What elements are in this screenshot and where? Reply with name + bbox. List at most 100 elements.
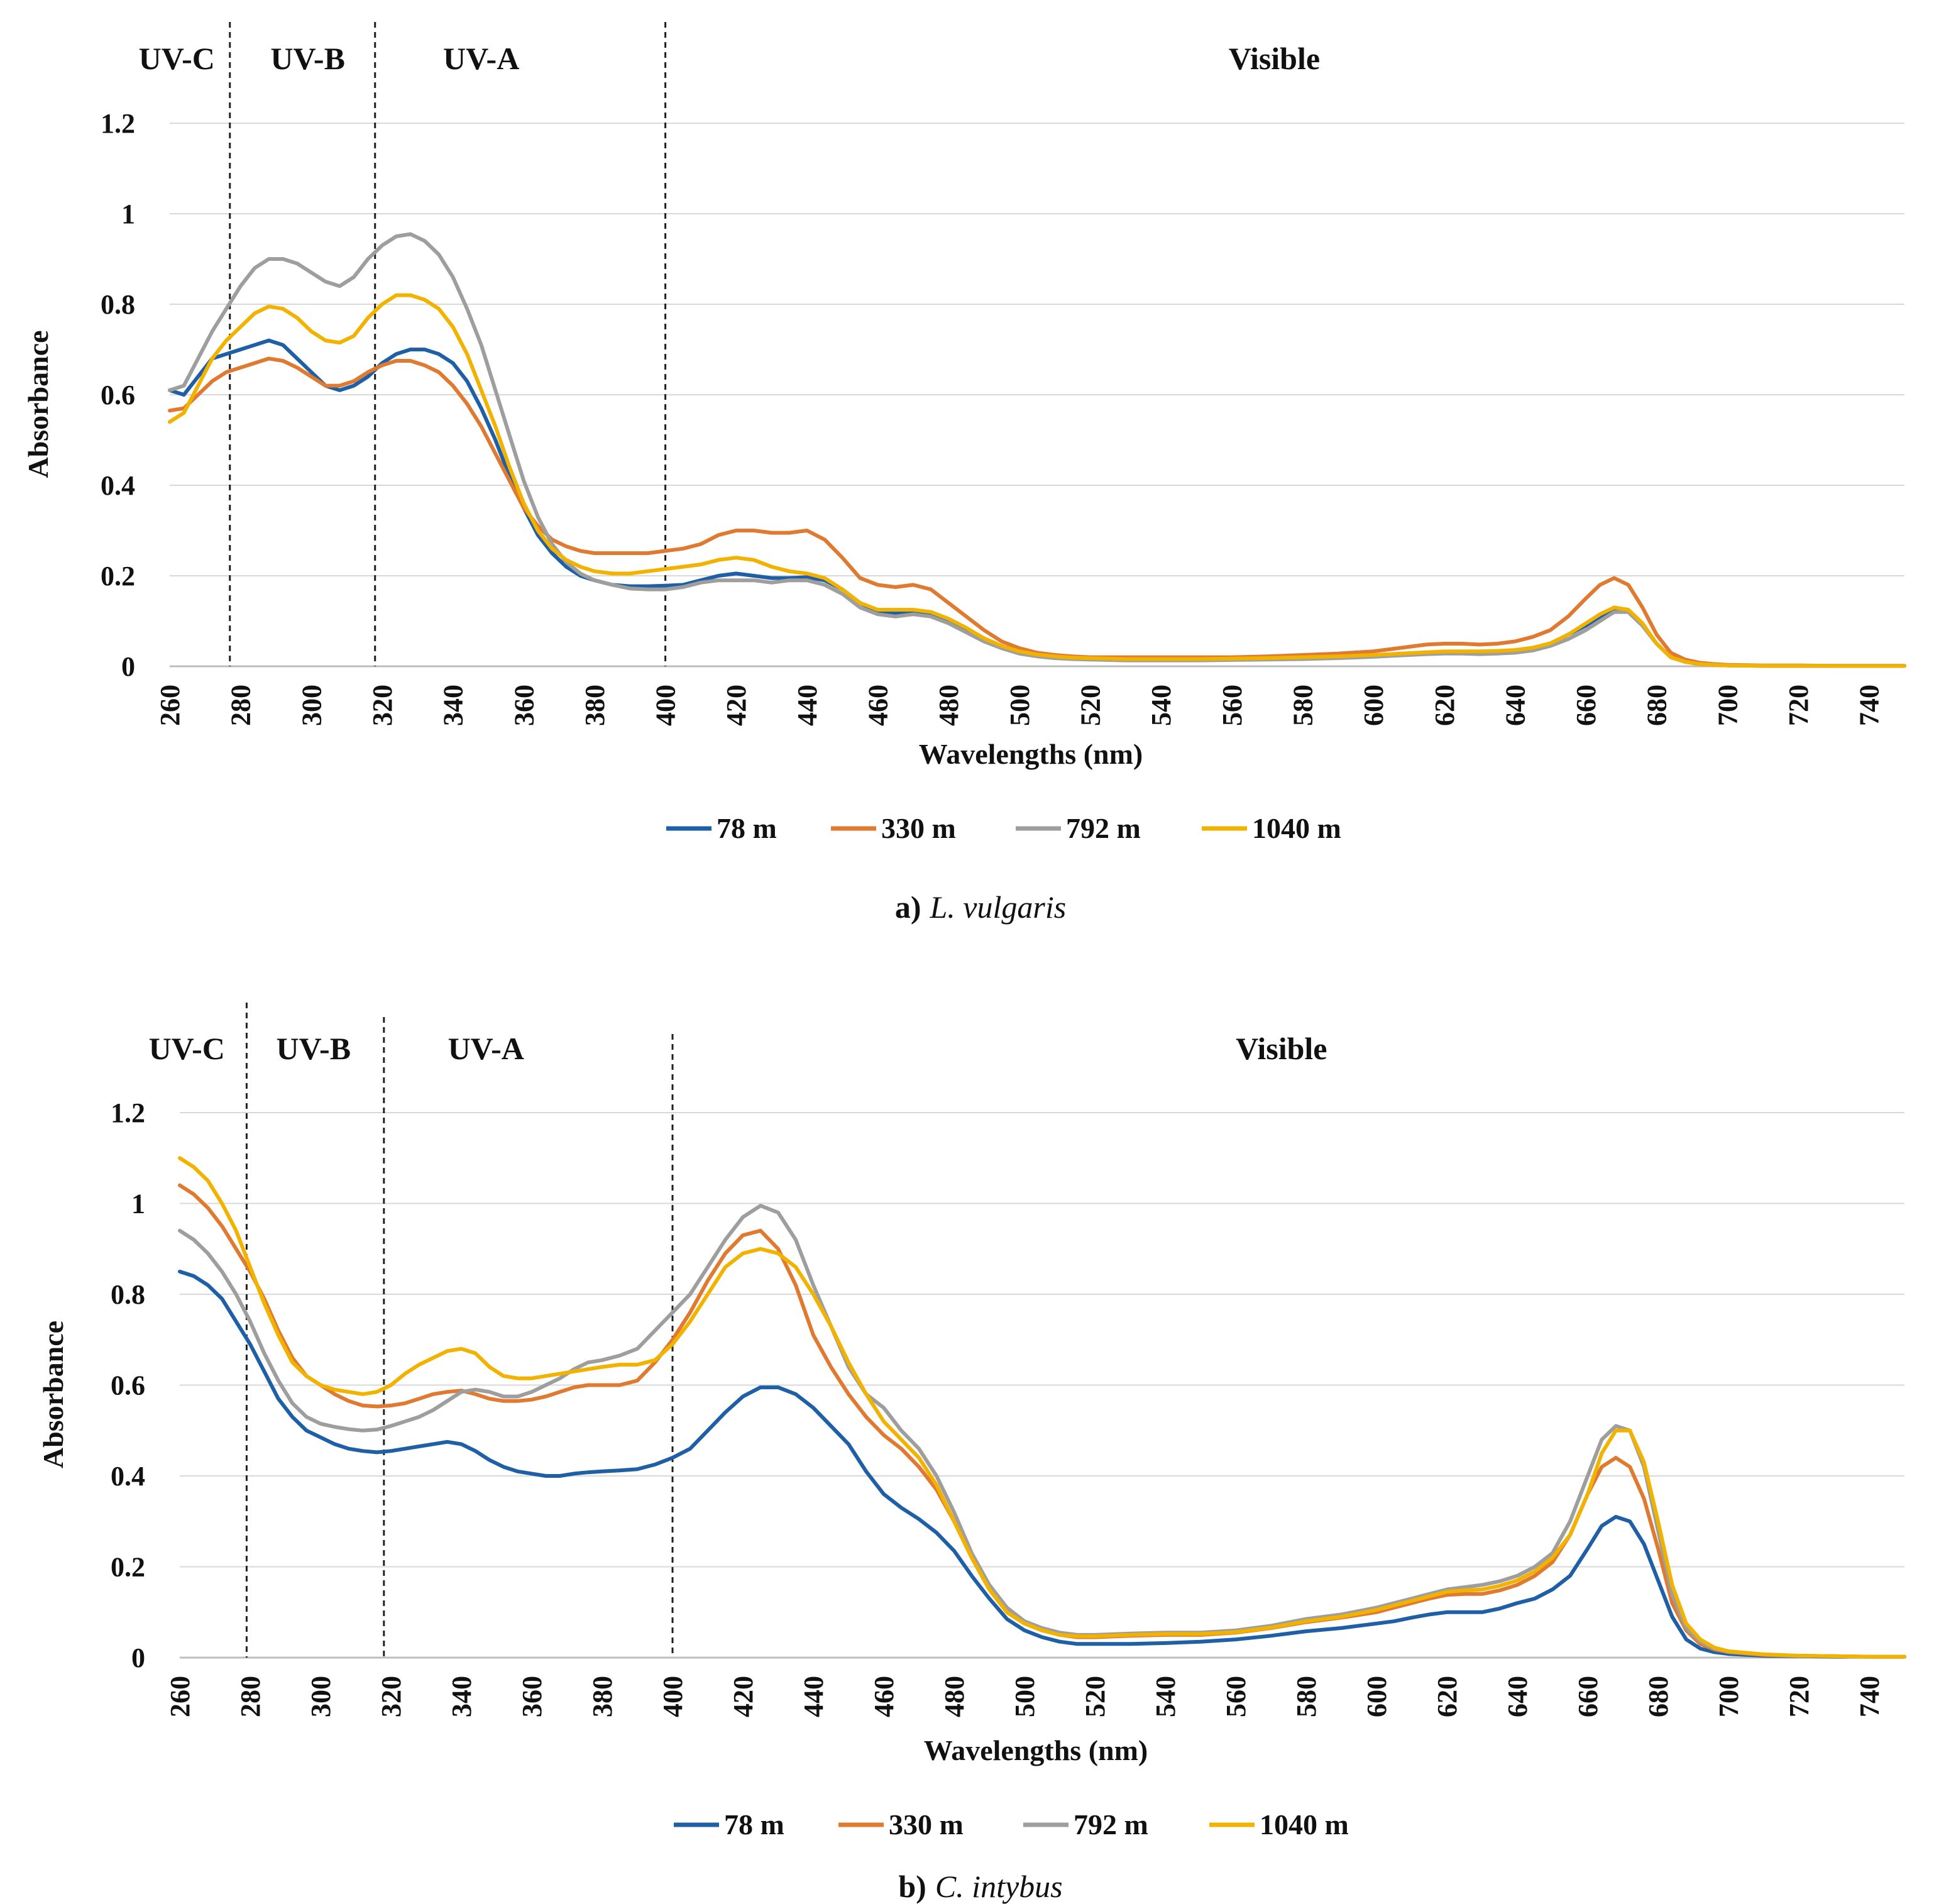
caption-label: a) <box>895 889 921 925</box>
chart-caption: a) L. vulgaris <box>895 889 1066 925</box>
region-label: UV-C <box>149 1031 225 1066</box>
x-tick-label: 400 <box>657 1676 688 1717</box>
x-tick-label: 320 <box>367 685 398 726</box>
series-line-1040-m <box>168 293 1906 668</box>
x-tick-label: 300 <box>296 685 327 726</box>
series-line-1040-m <box>178 1156 1906 1659</box>
x-tick-label: 600 <box>1361 1676 1392 1717</box>
x-tick-label: 320 <box>376 1676 407 1717</box>
x-tick-label: 260 <box>155 685 185 726</box>
x-tick-label: 660 <box>1571 685 1602 726</box>
x-tick-label: 540 <box>1150 1676 1181 1717</box>
y-tick-label: 0.4 <box>111 1461 145 1492</box>
y-tick-label: 0 <box>121 651 135 682</box>
y-tick-label: 1 <box>131 1189 145 1219</box>
x-tick-label: 440 <box>792 685 823 726</box>
legend-label: 330 m <box>889 1808 964 1841</box>
x-tick-label: 500 <box>1009 1676 1040 1717</box>
x-tick-label: 300 <box>305 1676 336 1717</box>
x-tick-label: 700 <box>1713 1676 1744 1717</box>
y-tick-label: 0 <box>131 1643 145 1673</box>
x-tick-label: 560 <box>1221 1676 1251 1717</box>
x-tick-label: 580 <box>1291 1676 1322 1717</box>
y-tick-label: 0.8 <box>111 1279 145 1310</box>
y-tick-label: 0.6 <box>101 380 135 410</box>
region-label: UV-B <box>270 41 345 76</box>
y-tick-label: 0.2 <box>101 561 135 592</box>
x-tick-label: 420 <box>728 1676 759 1717</box>
series-line-330-m <box>168 356 1906 668</box>
legend: 78 m 330 m 792 m 1040 m <box>666 812 1341 844</box>
y-tick-label: 1.2 <box>111 1098 145 1128</box>
x-tick-label: 640 <box>1502 1676 1533 1717</box>
x-tick-label: 600 <box>1358 685 1389 726</box>
y-tick-label: 1 <box>121 199 135 229</box>
x-axis-title: Wavelengths (nm) <box>919 738 1143 770</box>
y-tick-label: 0.8 <box>101 289 135 320</box>
caption-species: C. intybus <box>935 1869 1063 1904</box>
x-tick-label: 680 <box>1643 1676 1674 1717</box>
x-tick-label: 360 <box>517 1676 547 1717</box>
y-tick-label: 0.6 <box>111 1370 145 1401</box>
legend-label: 1040 m <box>1260 1808 1349 1841</box>
series-line-330-m <box>178 1183 1906 1659</box>
x-tick-label: 560 <box>1217 685 1248 726</box>
region-label: UV-C <box>139 41 215 76</box>
legend: 78 m 330 m 792 m 1040 m <box>674 1808 1349 1841</box>
caption-species: L. vulgaris <box>929 889 1066 925</box>
x-tick-label: 420 <box>721 685 752 726</box>
x-tick-label: 580 <box>1287 685 1318 726</box>
x-tick-label: 480 <box>939 1676 970 1717</box>
x-tick-label: 620 <box>1429 685 1460 726</box>
x-tick-label: 540 <box>1146 685 1177 726</box>
y-tick-label: 0.4 <box>101 470 135 501</box>
series-line-792-m <box>168 232 1906 668</box>
y-axis-title: Absorbance <box>37 1321 69 1468</box>
x-tick-label: 480 <box>933 685 964 726</box>
x-tick-label: 260 <box>165 1676 195 1717</box>
region-label: Visible <box>1236 1031 1327 1066</box>
x-tick-label: 380 <box>580 685 610 726</box>
chart-caption: b) C. intybus <box>898 1869 1062 1904</box>
legend-label: 792 m <box>1066 812 1141 844</box>
x-tick-label: 360 <box>508 685 539 726</box>
x-axis-title: Wavelengths (nm) <box>924 1734 1148 1766</box>
x-tick-label: 520 <box>1080 1676 1111 1717</box>
chart-b: 0 0.2 0.4 0.6 0.8 1 1.2 260 280 300 320 340 360 380 40… <box>37 1003 1906 1904</box>
y-tick-label: 1.2 <box>101 108 135 139</box>
region-label: Visible <box>1229 41 1320 76</box>
series-line-78-m <box>168 338 1906 668</box>
legend-label: 78 m <box>724 1808 784 1841</box>
x-tick-label: 280 <box>235 1676 266 1717</box>
region-label: UV-A <box>448 1031 524 1066</box>
region-label: UV-A <box>443 41 519 76</box>
x-tick-label: 460 <box>869 1676 899 1717</box>
x-tick-label: 340 <box>438 685 469 726</box>
series-line-78-m <box>178 1269 1906 1659</box>
x-tick-label: 440 <box>798 1676 829 1717</box>
x-tick-label: 520 <box>1075 685 1106 726</box>
caption-label: b) <box>898 1869 926 1904</box>
x-tick-label: 680 <box>1642 685 1673 726</box>
legend-label: 78 m <box>717 812 777 844</box>
series-line-792-m <box>178 1204 1906 1659</box>
x-tick-label: 500 <box>1004 685 1035 726</box>
x-tick-label: 280 <box>226 685 256 726</box>
x-tick-label: 620 <box>1432 1676 1463 1717</box>
y-tick-label: 0.2 <box>111 1552 145 1583</box>
x-tick-label: 700 <box>1712 685 1743 726</box>
x-tick-label: 660 <box>1573 1676 1603 1717</box>
legend-label: 792 m <box>1074 1808 1148 1841</box>
x-tick-label: 740 <box>1854 1676 1885 1717</box>
x-tick-label: 400 <box>651 685 681 726</box>
x-tick-label: 740 <box>1854 685 1885 726</box>
x-tick-label: 460 <box>863 685 894 726</box>
x-tick-label: 640 <box>1500 685 1530 726</box>
legend-label: 1040 m <box>1252 812 1341 844</box>
x-tick-label: 720 <box>1783 685 1814 726</box>
chart-a: 0 0.2 0.4 0.6 0.8 1 1.2 260 280 300 320 340 360 380 40… <box>22 22 1906 925</box>
x-tick-label: 380 <box>587 1676 618 1717</box>
y-axis-title: Absorbance <box>22 330 54 478</box>
